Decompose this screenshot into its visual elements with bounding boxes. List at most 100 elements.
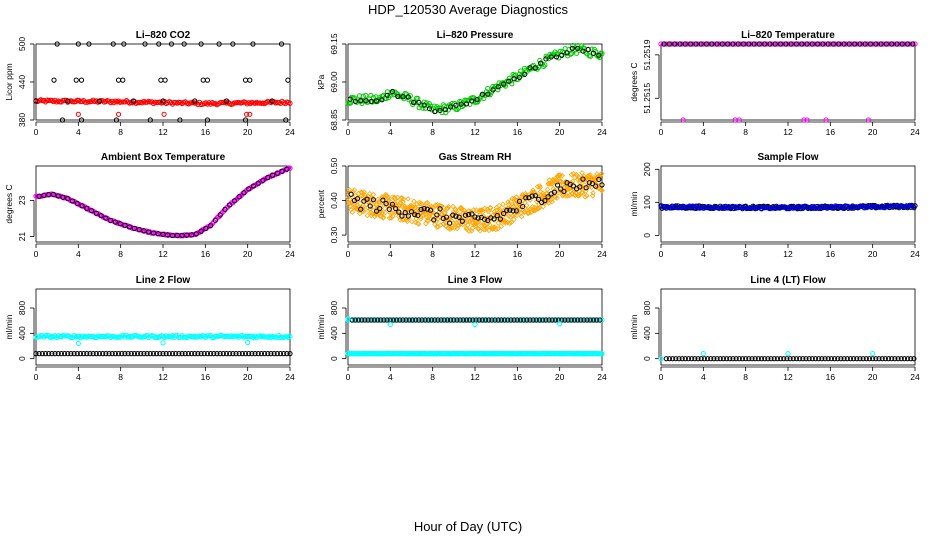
point-temp-black-top-37	[857, 41, 863, 47]
point-rh-orange-10	[349, 209, 355, 215]
point-line2-black-15	[81, 351, 87, 357]
point-ambient-black-35	[203, 225, 209, 232]
x-tick-label-ambient-0: 0	[34, 249, 39, 259]
point-rh-black-25	[427, 207, 434, 213]
point-pressure-black-26	[485, 91, 491, 97]
point-pressure-black-43	[575, 45, 581, 51]
point-rh-orange-347	[492, 224, 498, 230]
point-rh-orange-275	[461, 207, 468, 214]
point-temp-black-top-42	[883, 41, 890, 47]
point-pressure-green-28	[380, 92, 387, 98]
series-line2-cyan-dips	[75, 339, 251, 347]
x-tick-label-line4-24: 24	[910, 372, 920, 382]
point-rh-orange-494	[554, 195, 560, 201]
point-rh-orange-73	[376, 198, 382, 205]
y-tick-label-sample-1: 100	[642, 195, 652, 209]
point-ambient-black-24	[150, 230, 157, 236]
point-ambient-black-38	[217, 212, 223, 218]
point-pressure-black-12	[411, 99, 417, 106]
point-ambient-black-17	[117, 221, 123, 227]
point-line2-cyan-dips-1	[160, 340, 166, 346]
point-temp-magenta-low-5	[823, 117, 829, 123]
series-co2-sparse-red	[75, 111, 253, 117]
point-line4-black-40	[790, 356, 796, 362]
point-line4-black-51	[825, 356, 831, 362]
point-line2-black-46	[179, 351, 185, 357]
point-temp-magenta-top-40	[764, 41, 770, 47]
point-co2-sparse-black-5	[78, 117, 85, 123]
point-line3-black-61	[543, 317, 549, 323]
point-line4-black-43	[800, 356, 806, 362]
point-ambient-black-23	[146, 229, 152, 235]
point-co2-sparse-black-6	[86, 41, 92, 47]
point-line4-black-32	[765, 356, 771, 362]
point-rh-black-45	[491, 216, 497, 222]
point-line2-black-70	[255, 351, 261, 357]
point-line4-black-26	[746, 356, 752, 362]
x-tick-label-line4-4: 4	[701, 372, 706, 382]
point-line4-black-18	[720, 356, 727, 362]
point-temp-magenta-top-42	[769, 41, 775, 47]
point-line4-cyan-3	[870, 351, 876, 357]
point-rh-orange-453	[537, 183, 543, 189]
point-line3-black-26	[432, 317, 438, 323]
point-rh-orange-17	[352, 204, 358, 210]
panel-line3: Line 3 Flow ml/min 0 4 8 12 16 20 24 0 400 800	[316, 275, 607, 382]
point-temp-black-top-4	[682, 41, 688, 47]
point-co2-sparse-black-7	[96, 98, 103, 104]
point-rh-orange-331	[485, 208, 491, 215]
point-line2-black-40	[160, 351, 166, 357]
point-rh-black-46	[494, 212, 500, 219]
point-co2-sparse-red-2	[161, 111, 167, 117]
panel-title-co2: Li–820 CO2	[136, 30, 191, 41]
point-temp-black-top-21	[772, 41, 778, 47]
point-pressure-green-150	[535, 64, 542, 70]
point-line3-black-44	[489, 317, 495, 323]
point-line4-black-53	[831, 356, 838, 362]
point-pressure-black-6	[379, 97, 385, 103]
point-rh-orange-599	[598, 170, 605, 177]
point-rh-orange-382	[506, 220, 513, 226]
point-line4-cyan-0	[658, 356, 664, 362]
point-ambient-black-16	[112, 219, 118, 225]
point-temp-magenta-low-0	[680, 117, 686, 123]
y-tick-label-pressure-2: 69.15	[329, 33, 339, 55]
point-co2-sparse-black-mid-8	[204, 77, 211, 83]
point-rh-orange-388	[509, 195, 516, 202]
panel-line4: Line 4 (LT) Flow ml/min 0 4 8 12 16 20 24 0 400 800	[629, 275, 920, 382]
point-line4-black-34	[771, 356, 777, 362]
point-ambient-black-48	[265, 174, 271, 181]
point-rh-orange-528	[568, 171, 575, 178]
point-line4-black-0	[663, 356, 669, 362]
point-pressure-black-10	[400, 94, 406, 100]
point-pressure-green-77	[443, 110, 449, 116]
point-pressure-black-30	[506, 78, 512, 84]
point-rh-orange-226	[440, 204, 447, 211]
point-temp-magenta-top-36	[753, 41, 759, 47]
point-co2-sparse-black-25	[242, 117, 249, 123]
point-line4-black-59	[851, 356, 857, 362]
point-line2-black-44	[173, 351, 179, 357]
point-rh-orange-596	[597, 182, 604, 188]
point-co2-sparse-black-26	[250, 41, 256, 47]
point-line3-black-29	[441, 317, 447, 323]
point-ambient-black-13	[98, 213, 104, 219]
y-label-co2: Licor ppm	[4, 63, 14, 100]
point-co2-sparse-black-mid-0	[51, 77, 57, 83]
point-pressure-black-33	[522, 71, 528, 77]
point-temp-magenta-top-46	[780, 41, 786, 47]
point-temp-black-top-25	[793, 41, 800, 47]
point-line4-black-50	[822, 356, 828, 362]
point-pressure-black-32	[516, 74, 523, 80]
panel-ambient: Ambient Box Temperature degrees C 0 4 8 12 16 2…	[4, 152, 295, 259]
point-rh-black-40	[475, 215, 481, 221]
point-pressure-black-37	[543, 56, 549, 62]
y-tick-label-pressure-1: 69.00	[329, 71, 339, 93]
point-line2-black-76	[274, 351, 280, 357]
point-line4-black-35	[774, 356, 781, 362]
point-line4-black-67	[876, 356, 882, 362]
point-rh-orange-449	[535, 205, 541, 212]
point-line3-black-66	[559, 317, 565, 323]
point-pressure-green-127	[506, 75, 512, 81]
point-rh-orange-471	[544, 186, 551, 193]
